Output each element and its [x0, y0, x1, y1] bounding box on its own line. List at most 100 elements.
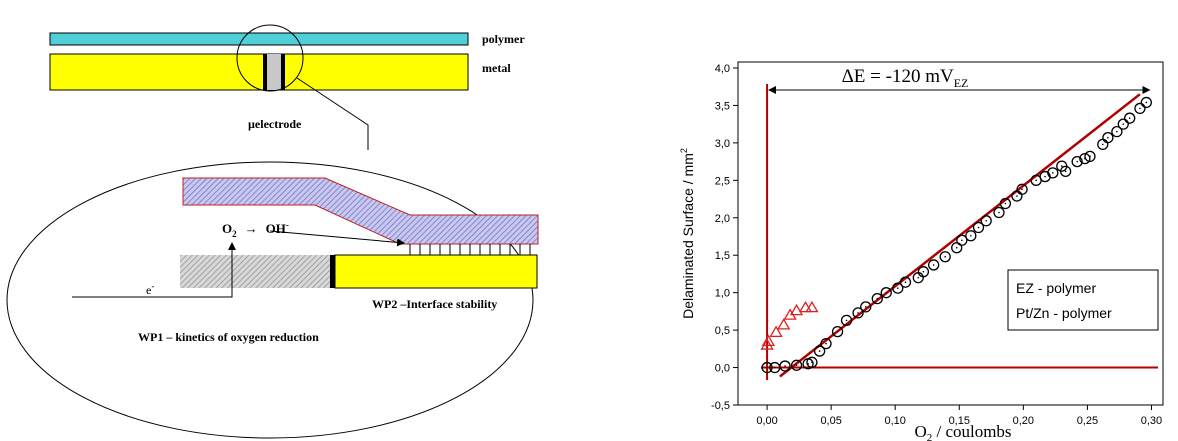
electron: e-: [146, 281, 154, 297]
y-tick-label: 3,5: [715, 100, 730, 112]
electron-path: [72, 242, 236, 298]
y-axis-label-sup: 2: [679, 148, 689, 153]
point-dot: [825, 342, 827, 345]
point-dot: [885, 291, 888, 294]
x-tick-label: 0,20: [1013, 415, 1034, 427]
point-dot: [998, 211, 1000, 214]
point: [1117, 118, 1129, 130]
point-dot: [977, 226, 980, 229]
electrode-edge: [330, 255, 335, 288]
point-dot: [955, 246, 958, 249]
point-dot: [1128, 117, 1131, 119]
point-dot: [922, 270, 925, 273]
point: [951, 242, 963, 254]
y-tick-label: 2,0: [715, 213, 730, 225]
y-tick-label: 2,5: [715, 175, 730, 187]
y-tick-label: 4,0: [715, 63, 730, 75]
point-dot: [784, 365, 786, 367]
point: [1059, 165, 1072, 177]
metal-zoom: [334, 254, 538, 289]
x-axis-label: O2 / coulombs: [914, 422, 1011, 441]
point-dot: [1076, 160, 1078, 163]
point: [871, 293, 883, 305]
point-dot: [961, 239, 963, 242]
reaction-o: O: [222, 221, 232, 236]
polymer-label: polymer: [482, 32, 525, 46]
point-dot: [773, 366, 776, 369]
x-axis-label-main: O: [914, 422, 926, 441]
point-dot: [845, 319, 848, 322]
point: [777, 318, 791, 330]
point: [972, 221, 985, 234]
x-axis-label-sub: 2: [927, 432, 933, 441]
point: [1140, 96, 1152, 109]
point-dot: [864, 306, 867, 308]
point-dot: [904, 281, 907, 283]
point: [798, 300, 813, 313]
point: [1111, 125, 1123, 138]
zoom-circle: [236, 24, 304, 92]
point-dot: [818, 350, 821, 352]
interface-comb: [409, 244, 531, 255]
y-tick-label: 3,0: [715, 138, 730, 150]
point-dot: [1145, 101, 1148, 104]
point: [831, 325, 844, 338]
point-dot: [1089, 155, 1091, 158]
point: [899, 276, 912, 288]
point: [956, 234, 968, 246]
point: [1071, 155, 1083, 168]
point: [790, 359, 803, 371]
y-axis-label-text: Delaminated Surface / mm: [680, 153, 696, 319]
diagram: polymer metal µelectrode O2 → OH- e- WP2 –…: [6, 24, 539, 439]
zoom-ellipse: [6, 161, 534, 439]
point: [852, 307, 864, 319]
y-tick-label: 1,5: [715, 250, 730, 262]
point-dot: [1101, 143, 1104, 146]
point-dot: [985, 219, 987, 222]
point-dot: [1044, 175, 1046, 178]
point-dot: [766, 366, 768, 369]
point: [761, 361, 773, 374]
point-dot: [1016, 195, 1018, 197]
reaction-oh: OH: [266, 221, 286, 236]
point: [779, 360, 791, 372]
point-dot: [795, 364, 798, 367]
wp1-label: WP1 – kinetics of oxygen reduction: [138, 330, 319, 344]
x-tick-label: 0,30: [1141, 415, 1162, 427]
point-dot: [896, 287, 899, 289]
reaction-oh-sup: -: [286, 220, 289, 230]
point-dot: [917, 276, 920, 279]
chart: -0,5 0,0 0,5 1,0 1,5 2,0 2,5 3,0 3,5 4,0 0,00 0,05 0…: [679, 61, 1164, 441]
electrode-edge: [263, 54, 267, 90]
metal-label: metal: [482, 61, 511, 75]
legend-box: [1007, 269, 1159, 331]
point: [789, 303, 804, 316]
point: [1079, 152, 1091, 165]
point: [1124, 112, 1136, 124]
point: [1016, 183, 1028, 195]
point: [805, 300, 819, 313]
point-dot: [1139, 107, 1141, 110]
y-tick-label: -0,5: [711, 400, 730, 412]
metal-layer: [49, 53, 469, 91]
reaction-o-sub: 2: [232, 229, 237, 239]
plot-frame: [737, 61, 1164, 406]
arrow: [269, 230, 405, 247]
point-dot: [1021, 188, 1023, 191]
reaction-arrow: →: [245, 221, 258, 236]
annotation: ΔE = -120 mVEZ: [842, 66, 969, 90]
point: [761, 334, 775, 346]
point: [769, 325, 783, 338]
point: [1047, 167, 1059, 179]
point-dot: [1035, 179, 1037, 182]
x-tick-label: 0,05: [820, 415, 841, 427]
x-axis-label-rest: / coulombs: [932, 422, 1011, 441]
point: [999, 197, 1012, 210]
point-dot: [836, 330, 839, 333]
x-tick-label: 0,10: [885, 415, 906, 427]
point-dot: [1107, 136, 1109, 139]
point-dot: [857, 312, 859, 314]
point: [1084, 150, 1096, 163]
point-dot: [932, 264, 935, 266]
